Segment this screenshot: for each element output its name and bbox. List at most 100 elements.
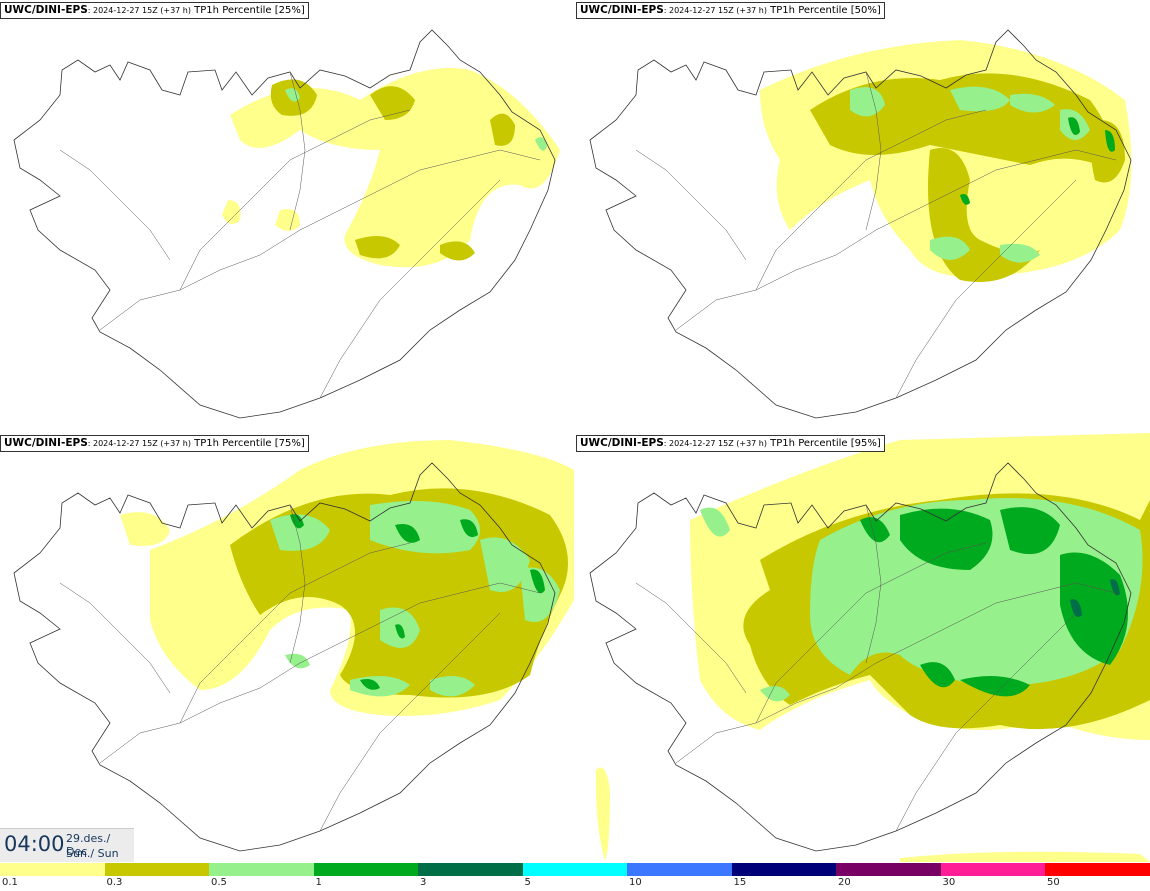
legend-swatch bbox=[731, 863, 837, 876]
precip-area bbox=[810, 498, 1143, 686]
road-line bbox=[289, 504, 306, 664]
road-line bbox=[59, 582, 171, 694]
precip-area bbox=[395, 624, 405, 639]
precip-area bbox=[270, 514, 330, 551]
legend-tick-label: 30 bbox=[942, 877, 956, 888]
precip-area bbox=[900, 851, 1150, 862]
precip-area bbox=[530, 569, 545, 594]
road-line bbox=[895, 179, 1077, 399]
precip-area bbox=[1105, 130, 1115, 152]
precip-area bbox=[595, 767, 610, 860]
precip-area bbox=[285, 653, 310, 669]
precip-area bbox=[355, 236, 400, 259]
road-line bbox=[59, 149, 171, 261]
map-panel-75: UWC/DINI-EPS: 2024-12-27 15Z (+37 h) TP1… bbox=[0, 433, 574, 865]
road-line bbox=[179, 109, 411, 291]
legend-swatch bbox=[313, 863, 419, 876]
legend-tick-label: 5 bbox=[524, 877, 531, 888]
valid-date: 29.des./ Dec bbox=[66, 832, 111, 858]
legend-swatch bbox=[104, 863, 210, 876]
precip-area bbox=[930, 236, 970, 260]
coastline bbox=[13, 29, 556, 419]
precip-area bbox=[230, 68, 560, 268]
road-line bbox=[319, 612, 501, 832]
precip-area bbox=[430, 676, 475, 697]
legend-swatch bbox=[940, 863, 1046, 876]
legend-swatch bbox=[418, 863, 524, 876]
map-canvas bbox=[589, 29, 1132, 419]
legend-tick-label: 10 bbox=[629, 877, 642, 888]
precip-area bbox=[1010, 93, 1055, 113]
precip-area bbox=[700, 507, 730, 537]
precip-area bbox=[1070, 599, 1082, 618]
precip-area bbox=[285, 88, 300, 102]
panel-title: UWC/DINI-EPS: 2024-12-27 15Z (+37 h) TP1… bbox=[576, 435, 885, 452]
legend-swatch bbox=[1045, 863, 1150, 876]
precip-area bbox=[860, 517, 890, 543]
road-line bbox=[635, 582, 747, 694]
legend-swatch bbox=[522, 863, 628, 876]
precip-area bbox=[920, 662, 955, 688]
road-line bbox=[99, 149, 541, 331]
legend-swatch bbox=[0, 863, 106, 876]
precip-area bbox=[520, 567, 560, 622]
coastline bbox=[589, 462, 1132, 852]
legend-tick-label: 0.3 bbox=[106, 877, 123, 888]
precip-area bbox=[460, 519, 478, 538]
road-line bbox=[179, 542, 411, 724]
legend-tick-label: 15 bbox=[733, 877, 747, 888]
valid-time-box: 04:00 29.des./ Dec Sun./ Sun bbox=[0, 828, 134, 863]
coastline bbox=[13, 462, 556, 852]
precip-area bbox=[960, 194, 970, 205]
map-canvas bbox=[13, 29, 560, 419]
road-line bbox=[99, 582, 541, 764]
valid-day: Sun./ Sun bbox=[66, 847, 119, 860]
legend-tick-label: 0.1 bbox=[2, 877, 18, 888]
coastline bbox=[589, 29, 1132, 419]
panel-title: UWC/DINI-EPS: 2024-12-27 15Z (+37 h) TP1… bbox=[576, 2, 885, 19]
precip-area bbox=[1091, 120, 1125, 183]
precip-area bbox=[1110, 579, 1120, 596]
legend-tick-label: 50 bbox=[1047, 877, 1060, 888]
color-scale-legend: 0.1 0.3 0.5 1 3 5 10 15 20 30 50 bbox=[0, 862, 1150, 891]
road-line bbox=[675, 582, 1117, 764]
map-canvas bbox=[13, 440, 574, 852]
map-panel-95: UWC/DINI-EPS: 2024-12-27 15Z (+37 h) TP1… bbox=[576, 433, 1150, 865]
precip-area bbox=[490, 113, 515, 146]
precip-area bbox=[120, 512, 170, 546]
precip-area bbox=[360, 679, 380, 690]
legend-tick-label: 20 bbox=[838, 877, 851, 888]
road-line bbox=[755, 542, 987, 724]
precip-area bbox=[370, 501, 480, 554]
precip-area bbox=[950, 86, 1010, 112]
road-line bbox=[319, 179, 501, 399]
legend-tick-label: 3 bbox=[420, 877, 427, 888]
precip-area bbox=[1000, 243, 1040, 263]
precip-area bbox=[850, 87, 885, 117]
valid-time-clock: 04:00 bbox=[4, 832, 65, 856]
precip-area bbox=[480, 537, 530, 592]
precip-area bbox=[275, 209, 300, 231]
road-line bbox=[675, 149, 1117, 331]
road-line bbox=[895, 612, 1077, 832]
legend-tick-label: 1 bbox=[315, 877, 322, 888]
road-line bbox=[865, 504, 882, 664]
map-panel-25: UWC/DINI-EPS: 2024-12-27 15Z (+37 h) TP1… bbox=[0, 0, 574, 432]
precip-area bbox=[760, 686, 790, 702]
precip-area bbox=[1068, 117, 1080, 135]
legend-tick-label: 0.5 bbox=[211, 877, 227, 888]
road-line bbox=[289, 71, 306, 231]
precip-area bbox=[440, 241, 475, 261]
map-canvas bbox=[589, 433, 1150, 862]
precip-area bbox=[900, 508, 993, 570]
legend-swatch bbox=[627, 863, 733, 876]
precip-area bbox=[535, 137, 547, 151]
precip-area bbox=[1000, 507, 1060, 555]
precip-area bbox=[395, 524, 420, 543]
road-line bbox=[635, 149, 747, 261]
precip-area bbox=[960, 676, 1030, 697]
precip-area bbox=[222, 200, 241, 224]
road-line bbox=[755, 109, 987, 291]
panel-title: UWC/DINI-EPS: 2024-12-27 15Z (+37 h) TP1… bbox=[0, 2, 309, 19]
road-line bbox=[865, 71, 882, 231]
